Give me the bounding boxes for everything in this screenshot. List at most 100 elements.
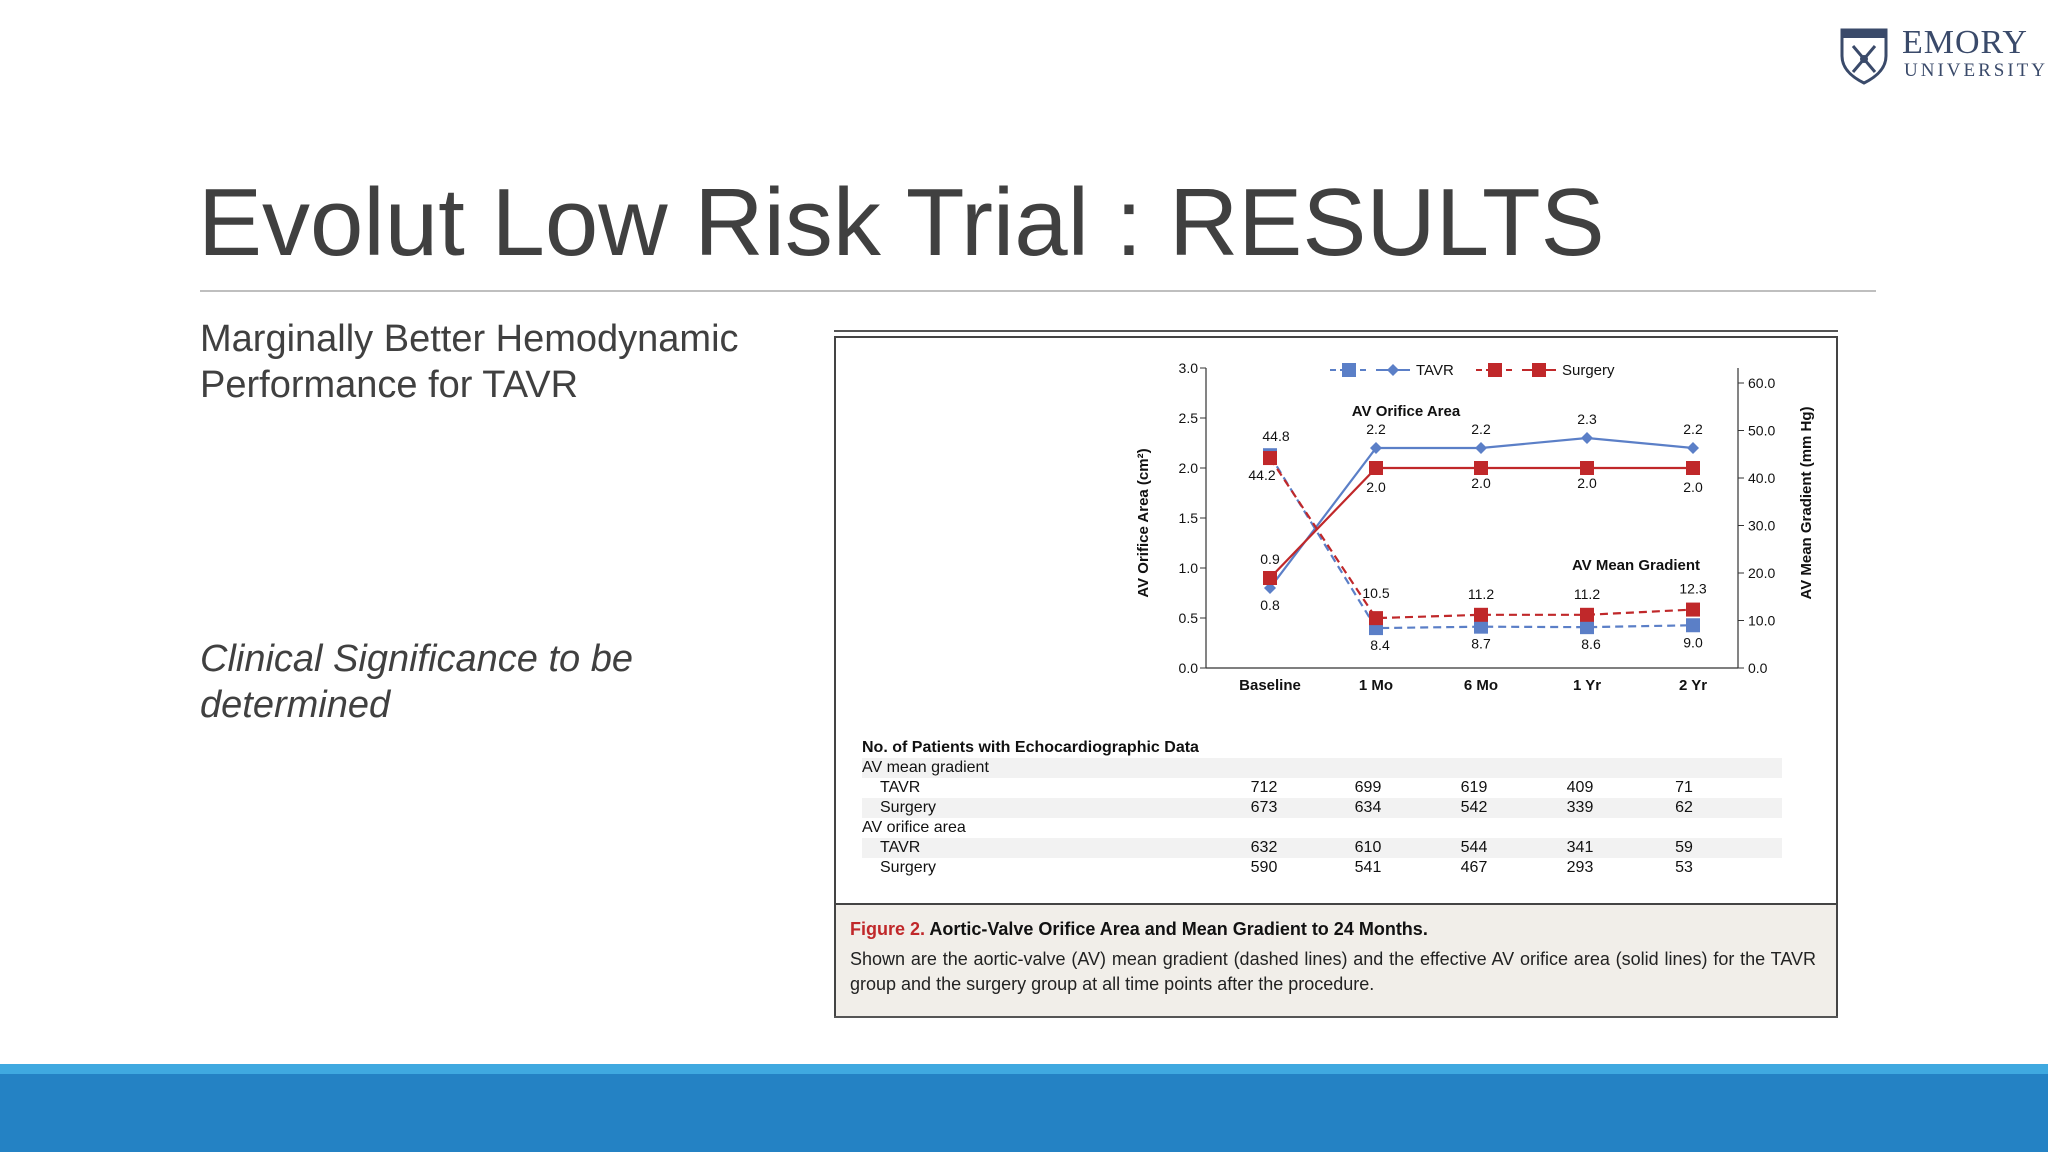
data-point-surgery-area	[1263, 571, 1277, 585]
row-label: TAVR	[880, 779, 921, 796]
data-point-tavr-gradient	[1580, 620, 1594, 635]
table-cell: 541	[1354, 859, 1382, 876]
logo-wordmark: EMORY	[1902, 24, 2028, 61]
data-label-surgery-gradient: 44.2	[1248, 467, 1275, 483]
y-tick-label-right: 60.0	[1748, 375, 1775, 391]
data-label-surgery-gradient: 10.5	[1362, 585, 1389, 601]
y-tick-label-right: 10.0	[1748, 613, 1775, 629]
figure-top-rule	[834, 330, 1838, 332]
table-cell: 467	[1460, 859, 1488, 876]
data-point-surgery-gradient	[1369, 611, 1383, 626]
y-tick-label-left: 0.5	[1179, 610, 1199, 626]
data-label-surgery-gradient: 11.2	[1574, 586, 1600, 602]
data-label-tavr-area: 2.2	[1683, 421, 1703, 437]
table-cell: 341	[1566, 839, 1594, 856]
figure-panel: 0.0 0.5 1.0 1.5 2.0 2.5 3.0 0.0 10.0 20.0 30.0 40.0…	[834, 336, 1838, 1016]
caption-body: Shown are the aortic-valve (AV) mean gra…	[850, 949, 1816, 994]
data-label-surgery-area: 2.0	[1366, 479, 1386, 495]
row-label: Surgery	[880, 799, 937, 816]
caption-title: Figure 2. Aortic-Valve Orifice Area and …	[850, 919, 1428, 940]
row-label: TAVR	[880, 839, 921, 856]
data-point-tavr-area	[1370, 442, 1382, 454]
emory-logo: EMORY UNIVERSITY	[1838, 24, 2045, 86]
footer-band	[0, 1074, 2048, 1152]
x-tick-label: 1 Yr	[1573, 677, 1601, 694]
bullet-hemodynamic: Marginally Better Hemodynamic Performanc…	[200, 318, 739, 406]
data-label-tavr-area: 2.2	[1366, 421, 1386, 437]
legend-surgery-square	[1488, 363, 1502, 377]
table-cell: 293	[1566, 859, 1594, 876]
data-label-surgery-gradient: 12.3	[1679, 581, 1706, 597]
table-cell: 544	[1460, 839, 1488, 856]
data-point-surgery-area	[1580, 461, 1594, 475]
data-label-tavr-gradient: 8.4	[1370, 637, 1390, 653]
data-label-tavr-area: 0.8	[1260, 597, 1280, 613]
data-label-surgery-area: 2.0	[1471, 475, 1491, 491]
annotation-gradient: AV Mean Gradient	[1572, 557, 1700, 574]
table-cell: 71	[1675, 779, 1693, 796]
y-tick-label-right: 0.0	[1748, 660, 1768, 676]
footer-band-light	[0, 1064, 2048, 1074]
data-point-tavr-gradient	[1474, 619, 1488, 634]
data-point-tavr-area	[1687, 442, 1699, 454]
figure-bottom-rule	[834, 1016, 1838, 1018]
x-tick-label: 6 Mo	[1464, 677, 1498, 694]
data-point-surgery-gradient	[1263, 451, 1277, 466]
y-tick-label-left: 1.5	[1179, 510, 1199, 526]
y-tick-label-left: 2.5	[1179, 410, 1199, 426]
y-tick-label-left: 2.0	[1179, 460, 1199, 476]
series-line-tavr-gradient	[1269, 454, 1694, 630]
data-point-tavr-area	[1581, 432, 1593, 444]
data-label-surgery-area: 2.0	[1683, 479, 1703, 495]
data-label-tavr-gradient: 44.8	[1262, 428, 1289, 444]
legend-surgery-label: Surgery	[1562, 362, 1615, 379]
table-row: TAVR 712 699 619 409 71	[862, 778, 1782, 798]
table-row: AV mean gradient	[862, 758, 1782, 778]
gradient-area-chart: 0.0 0.5 1.0 1.5 2.0 2.5 3.0 0.0 10.0 20.0 30.0 40.0…	[1135, 360, 1815, 694]
figure-caption: Figure 2. Aortic-Valve Orifice Area and …	[836, 903, 1836, 1016]
data-label-tavr-area: 2.3	[1577, 411, 1597, 427]
legend-surgery-square-2	[1532, 363, 1546, 377]
data-point-surgery-area	[1686, 461, 1700, 475]
table-row: AV orifice area	[862, 818, 1782, 838]
table-cell: 590	[1250, 859, 1278, 876]
shield-icon	[1840, 28, 1888, 85]
table-cell: 619	[1460, 779, 1488, 796]
row-label: AV orifice area	[862, 819, 966, 836]
data-label-tavr-gradient: 9.0	[1683, 634, 1703, 650]
table-cell: 699	[1354, 779, 1382, 796]
data-point-surgery-area	[1474, 461, 1488, 475]
table-row: Surgery 590 541 467 293 53	[862, 858, 1782, 878]
y-tick-label-left: 3.0	[1179, 360, 1199, 376]
patient-count-table: No. of Patients with Echocardiographic D…	[862, 738, 1782, 878]
table-cell: 632	[1250, 839, 1278, 856]
bullet-clinical-significance: Clinical Significance to be determined	[200, 638, 634, 726]
y-axis-title-left: AV Orifice Area (cm²)	[1135, 448, 1152, 597]
table-row: TAVR 632 610 544 341 59	[862, 838, 1782, 858]
logo-subtitle: UNIVERSITY	[1904, 60, 2048, 81]
data-label-tavr-gradient: 8.6	[1581, 636, 1601, 652]
data-point-surgery-area	[1369, 461, 1383, 475]
y-axis-title-right: AV Mean Gradient (mm Hg)	[1798, 406, 1815, 599]
data-point-surgery-gradient	[1686, 602, 1700, 617]
table-heading: No. of Patients with Echocardiographic D…	[862, 739, 1199, 756]
y-tick-label-left: 0.0	[1179, 660, 1199, 676]
table-cell: 339	[1566, 799, 1594, 816]
table-cell: 673	[1250, 799, 1278, 816]
data-label-tavr-area: 2.2	[1471, 421, 1491, 437]
table-cell: 53	[1675, 859, 1693, 876]
x-tick-label: Baseline	[1239, 677, 1301, 694]
table-cell: 712	[1250, 779, 1278, 796]
data-label-surgery-gradient: 11.2	[1468, 586, 1494, 602]
data-label-surgery-area: 2.0	[1577, 475, 1597, 491]
y-tick-label-right: 20.0	[1748, 565, 1775, 581]
legend-tavr-diamond	[1387, 364, 1399, 376]
data-label-tavr-gradient: 8.7	[1471, 636, 1491, 652]
data-point-tavr-area	[1475, 442, 1487, 454]
table-cell: 62	[1675, 799, 1693, 816]
annotation-area: AV Orifice Area	[1352, 403, 1461, 420]
row-label: Surgery	[880, 859, 937, 876]
caption-figure-label: Figure 2.	[850, 919, 926, 939]
data-label-surgery-area: 0.9	[1260, 551, 1280, 567]
data-point-surgery-gradient	[1580, 607, 1594, 622]
